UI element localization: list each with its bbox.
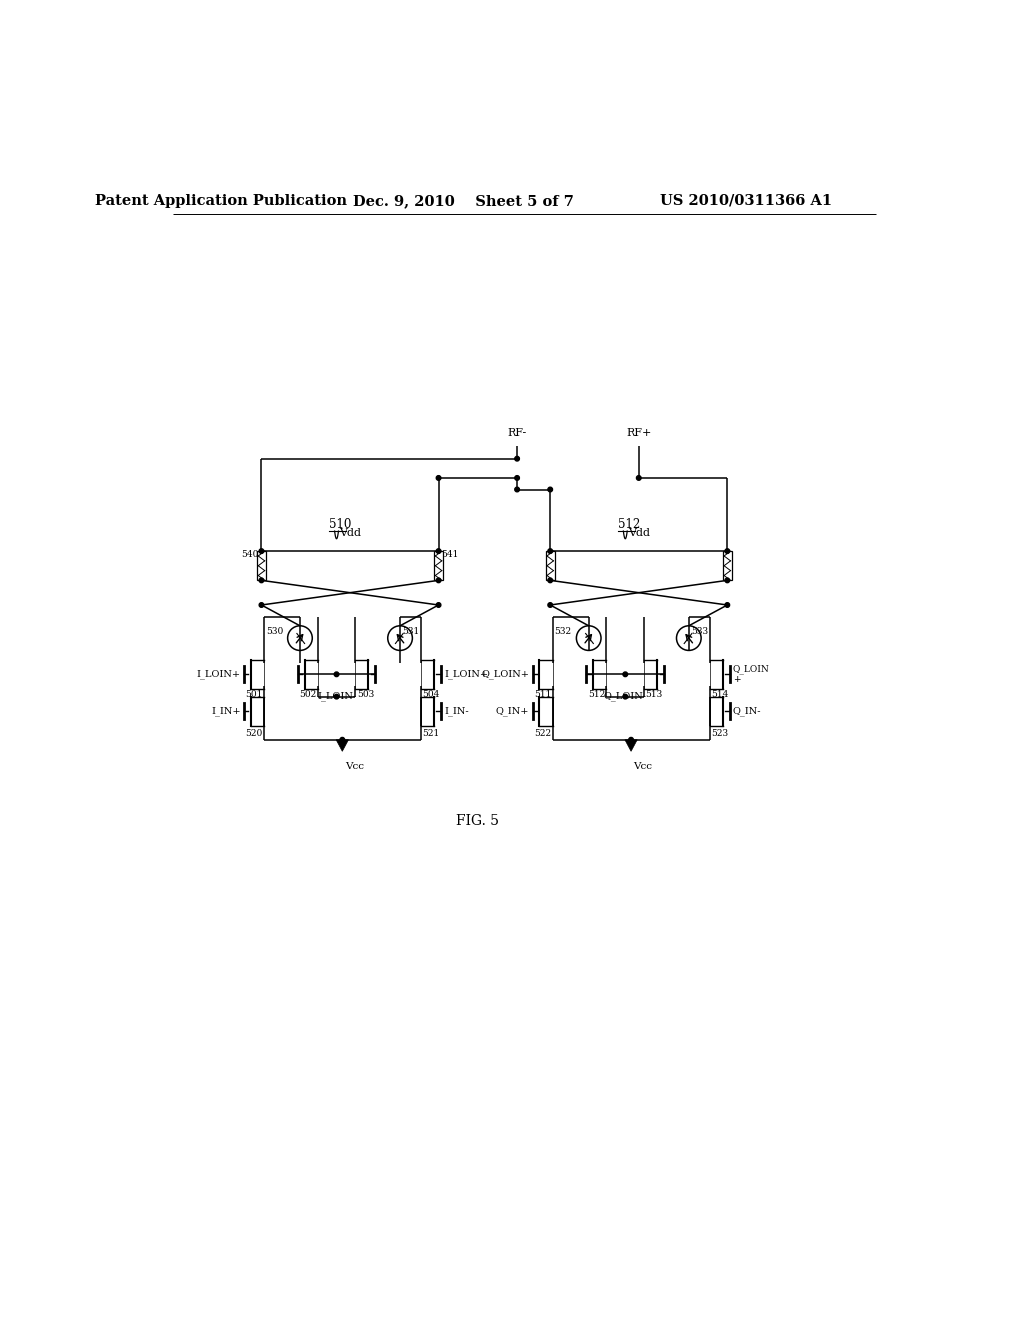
Circle shape [436, 549, 441, 553]
Text: Dec. 9, 2010    Sheet 5 of 7: Dec. 9, 2010 Sheet 5 of 7 [352, 194, 573, 207]
Text: 522: 522 [534, 729, 551, 738]
Circle shape [548, 578, 553, 582]
Text: Q_LOIN
+: Q_LOIN + [733, 664, 769, 684]
Text: 512: 512 [617, 517, 640, 531]
Circle shape [548, 487, 553, 492]
Circle shape [515, 475, 519, 480]
Text: I_IN+: I_IN+ [211, 706, 241, 717]
Text: Q_IN-: Q_IN- [733, 706, 761, 717]
Circle shape [334, 672, 339, 677]
Circle shape [436, 603, 441, 607]
Text: 501: 501 [245, 689, 262, 698]
Circle shape [725, 578, 730, 582]
Bar [546, 552, 555, 581]
Circle shape [725, 549, 730, 553]
Text: I_LOIN+: I_LOIN+ [444, 669, 488, 680]
Text: 531: 531 [402, 627, 420, 636]
Bar [434, 552, 443, 581]
Text: 532: 532 [555, 627, 571, 636]
Bar [723, 552, 732, 581]
Circle shape [548, 549, 553, 553]
Text: Q_LOIN-: Q_LOIN- [604, 692, 647, 701]
Circle shape [436, 475, 441, 480]
Text: 530: 530 [266, 627, 283, 636]
Text: 512: 512 [588, 689, 605, 698]
Text: I_LOIN+: I_LOIN+ [197, 669, 241, 680]
Circle shape [548, 603, 553, 607]
Circle shape [623, 694, 628, 700]
Polygon shape [625, 739, 637, 751]
Circle shape [259, 549, 264, 553]
Circle shape [259, 578, 264, 582]
Text: Q_IN+: Q_IN+ [496, 706, 529, 717]
Circle shape [623, 672, 628, 677]
Circle shape [515, 487, 519, 492]
Text: 520: 520 [245, 729, 262, 738]
Text: Patent Application Publication: Patent Application Publication [95, 194, 347, 207]
Text: US 2010/0311366 A1: US 2010/0311366 A1 [660, 194, 833, 207]
Text: Vcc: Vcc [634, 762, 652, 771]
Circle shape [515, 457, 519, 461]
Text: 521: 521 [422, 729, 439, 738]
Text: Q_LOIN+: Q_LOIN+ [481, 669, 529, 680]
Circle shape [334, 694, 339, 700]
Text: RF-: RF- [508, 428, 526, 438]
Polygon shape [336, 739, 348, 751]
Circle shape [340, 738, 345, 742]
Text: 503: 503 [356, 689, 374, 698]
Text: Vdd: Vdd [339, 528, 361, 539]
Text: RF+: RF+ [626, 428, 651, 438]
Text: FIG. 5: FIG. 5 [456, 813, 499, 828]
Text: I_IN-: I_IN- [444, 706, 469, 717]
Circle shape [259, 603, 264, 607]
Text: 511: 511 [534, 689, 551, 698]
Text: Vdd: Vdd [628, 528, 650, 539]
Text: 533: 533 [691, 627, 709, 636]
Text: 504: 504 [422, 689, 439, 698]
Text: Vcc: Vcc [345, 762, 364, 771]
Bar [257, 552, 266, 581]
Circle shape [725, 603, 730, 607]
Text: 514: 514 [711, 689, 728, 698]
Circle shape [629, 738, 634, 742]
Text: I_LOIN-: I_LOIN- [317, 692, 356, 701]
Text: 502: 502 [299, 689, 316, 698]
Text: 510: 510 [330, 517, 351, 531]
Text: 513: 513 [645, 689, 663, 698]
Circle shape [436, 578, 441, 582]
Text: 523: 523 [711, 729, 728, 738]
Circle shape [637, 475, 641, 480]
Text: 541: 541 [441, 549, 459, 558]
Text: 540: 540 [241, 549, 258, 558]
